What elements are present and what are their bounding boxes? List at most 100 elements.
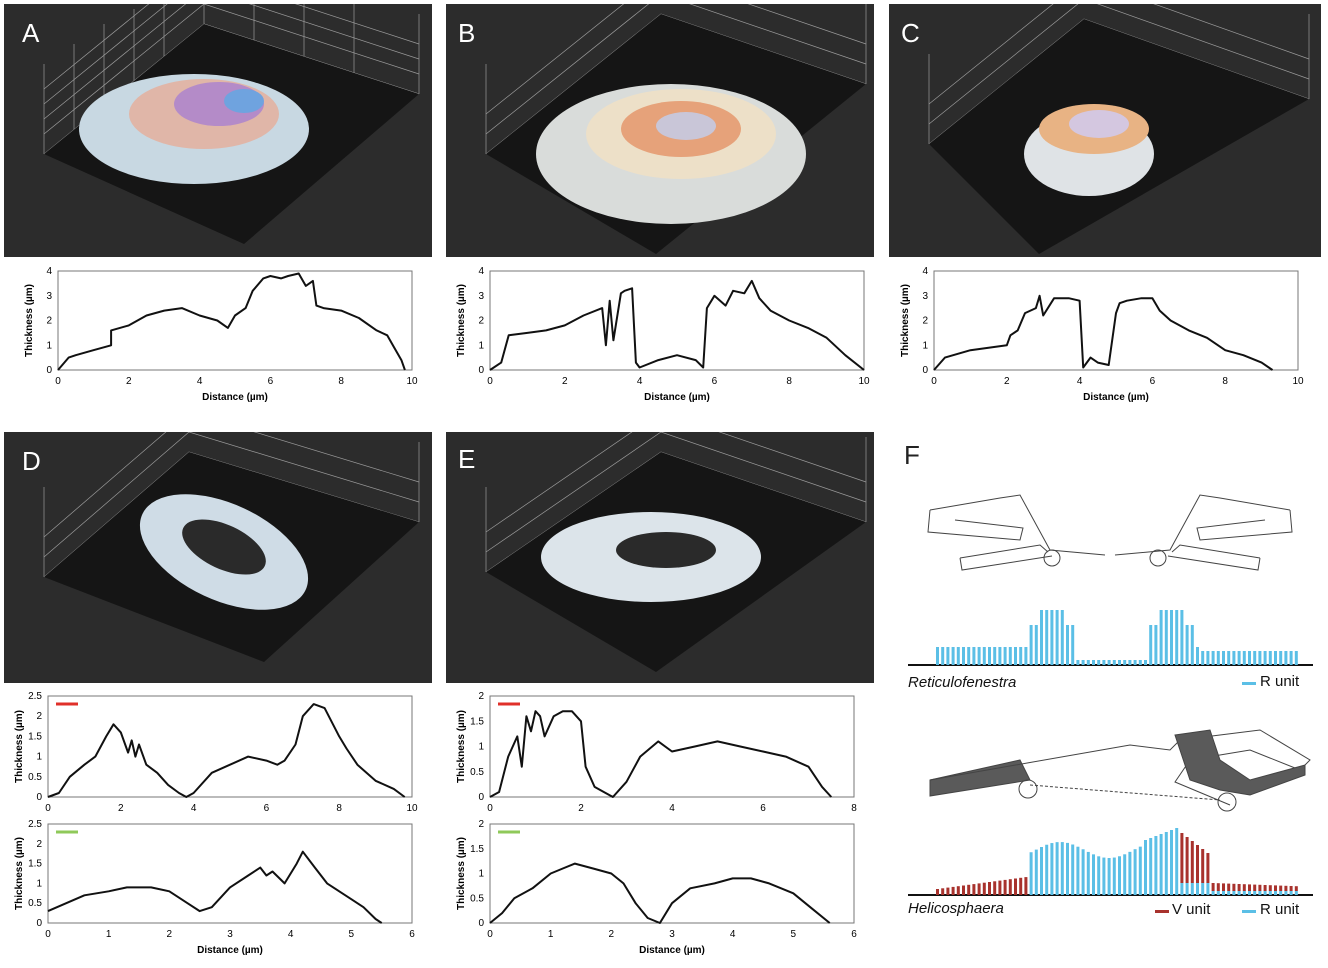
y-tick-label: 1 — [478, 869, 484, 880]
y-tick-label: 0.5 — [470, 893, 484, 904]
helicosphaera-label: Helicosphaera — [908, 900, 1004, 917]
r-unit-bar — [1045, 610, 1049, 665]
r-unit-bar — [1102, 857, 1106, 895]
y-tick-label: 0 — [922, 365, 928, 376]
x-tick-label: 8 — [1222, 376, 1228, 387]
v-unit-bar — [956, 886, 960, 895]
x-tick-label: 2 — [167, 929, 173, 940]
r-unit-bar — [1185, 625, 1189, 665]
r-unit-bar — [1019, 647, 1023, 665]
r-unit-bar — [1222, 651, 1225, 665]
x-tick-label: 3 — [227, 929, 233, 940]
x-tick-label: 5 — [349, 929, 355, 940]
panel-f-helicosphaera-diagram — [929, 729, 1311, 812]
x-tick-label: 6 — [760, 803, 766, 814]
y-tick-label: 4 — [46, 266, 52, 277]
r-unit-bar — [1029, 852, 1033, 895]
r-unit-bar — [1133, 660, 1137, 665]
x-axis-label: Distance (µm) — [1083, 392, 1149, 403]
chart-e-green: 0 1 2 3 4 5 6 0 0.5 1 1.5 2 Thickness (µm) Distance (… — [452, 818, 872, 963]
y-tick-label: 2 — [478, 819, 484, 830]
v-unit-bar — [1237, 884, 1241, 891]
v-unit-bar — [1019, 877, 1023, 895]
panel-b-letter: B — [458, 18, 476, 48]
r-unit-bar — [1268, 651, 1272, 665]
r-unit-bar — [1248, 651, 1251, 665]
y-tick-label: 3 — [46, 291, 52, 302]
r-unit-bar — [1138, 660, 1142, 665]
r-unit-bar — [1128, 660, 1132, 665]
v-unit-bar — [982, 882, 986, 895]
r-unit-bar — [1279, 651, 1283, 665]
v-unit-bar — [1258, 884, 1262, 891]
panel-a-letter: A — [22, 18, 40, 48]
r-unit-bar — [956, 647, 960, 665]
r-unit-bar — [1180, 610, 1184, 665]
r-unit-bar — [1253, 651, 1257, 665]
r-unit-bar — [1071, 844, 1075, 895]
x-tick-label: 10 — [858, 376, 870, 387]
v-unit-bar — [1289, 886, 1293, 891]
x-axis-label: Distance (µm) — [644, 392, 710, 403]
r-unit-bar — [1175, 828, 1179, 895]
chart-d-red: 0 2 4 6 8 10 0 0.5 1 1.5 2 2.5 Thickness (µm) — [10, 690, 430, 815]
r-unit-bar — [1159, 834, 1163, 895]
panel-e-letter: E — [458, 444, 476, 474]
x-tick-label: 2 — [562, 376, 568, 387]
r-unit-bar — [982, 647, 986, 665]
reticulofenestra-label: Reticulofenestra — [908, 674, 1017, 691]
x-tick-label: 4 — [1077, 376, 1083, 387]
chart-e-red: 0 2 4 6 8 0 0.5 1 1.5 2 Thickness (µm) — [452, 690, 872, 815]
r-unit-bar — [1227, 651, 1231, 665]
r-unit-bar — [1092, 854, 1095, 895]
x-tick-label: 4 — [637, 376, 643, 387]
r-unit-bar — [1284, 891, 1288, 895]
v-unit-bar — [1248, 884, 1251, 891]
v-unit-bar — [988, 882, 991, 895]
x-tick-label: 2 — [609, 929, 615, 940]
r-unit-bar — [988, 647, 991, 665]
r-unit-bar — [1289, 891, 1293, 895]
panel-f-letter: F — [904, 440, 920, 470]
r-unit-bar — [1237, 891, 1241, 895]
thickness-series-line — [57, 272, 406, 371]
v-unit-bar — [1232, 883, 1236, 891]
r-unit-bar — [1216, 651, 1220, 665]
r-unit-bar — [1081, 660, 1085, 665]
panel-c-letter: C — [901, 18, 920, 48]
panel-c-3d: C — [889, 4, 1321, 257]
x-tick-label: 1 — [106, 929, 112, 940]
x-tick-label: 5 — [791, 929, 797, 940]
panel-d-surface — [43, 432, 420, 662]
r-unit-bar — [1268, 891, 1272, 895]
x-axis-label: Distance (µm) — [197, 945, 263, 956]
v-unit-bar — [1227, 883, 1231, 891]
v-unit-bar — [1222, 883, 1225, 891]
thickness-series-line — [489, 862, 831, 924]
r-unit-bar — [1149, 625, 1153, 665]
v-unit-bar — [1206, 853, 1210, 883]
v-unit-bar — [1201, 849, 1205, 883]
plot-frame — [489, 823, 855, 924]
y-tick-label: 0 — [36, 918, 42, 929]
x-tick-label: 8 — [338, 376, 344, 387]
r-unit-bar — [1066, 625, 1069, 665]
r-unit-bar — [1112, 857, 1116, 895]
r-unit-bar — [972, 647, 976, 665]
y-tick-label: 1.5 — [28, 731, 42, 742]
r-unit-bar — [936, 647, 939, 665]
r-unit-bar — [941, 647, 945, 665]
r-unit-bar — [1123, 660, 1127, 665]
v-unit-bar — [1268, 885, 1272, 891]
r-unit-bar — [1190, 625, 1194, 665]
x-tick-label: 6 — [851, 929, 857, 940]
r-unit-bar — [1222, 891, 1225, 895]
v-unit-bar — [1014, 878, 1017, 895]
r-unit-bar — [1211, 891, 1215, 895]
r-unit-bar — [1123, 854, 1127, 895]
r-unit-bar — [1211, 651, 1215, 665]
r-unit-bar — [1159, 610, 1163, 665]
r-unit-bar — [1180, 883, 1184, 895]
r-unit-bar — [993, 647, 997, 665]
v-unit-bar — [1253, 884, 1257, 891]
